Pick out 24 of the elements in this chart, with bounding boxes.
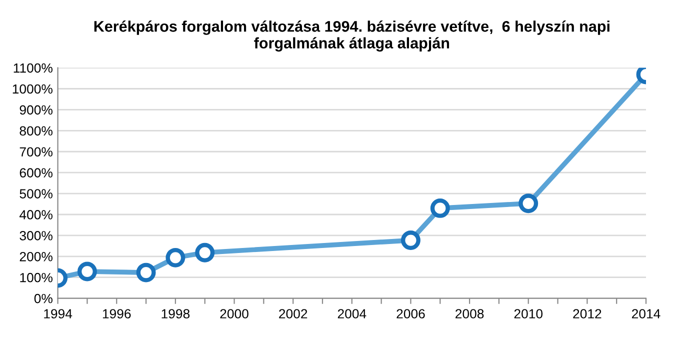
x-tick-label: 1998 — [162, 309, 190, 318]
y-tick-label: 700% — [20, 147, 52, 157]
y-tick-label: 300% — [20, 231, 52, 240]
chart-title: Kerékpáros forgalom változása 1994. bázisévre vetítve, 6 helyszín napi forgalmának átlaga alapján — [94, 20, 610, 52]
y-tick-label: 800% — [20, 126, 52, 136]
x-tick-label: 2002 — [279, 309, 308, 318]
x-tick-label: 2014 — [632, 309, 660, 318]
y-tick-label: 400% — [19, 210, 52, 220]
x-tick-label: 2008 — [456, 309, 484, 318]
y-tick-label: 500% — [20, 189, 52, 198]
x-tick-label: 1996 — [102, 309, 131, 318]
y-tick-label: 1100% — [14, 63, 52, 73]
x-tick-label: 2012 — [573, 309, 602, 318]
y-tick-label: 1000% — [12, 84, 52, 94]
x-tick-label: 2006 — [396, 309, 425, 318]
y-tick-label: 900% — [20, 105, 52, 115]
x-tick-label: 1994 — [44, 309, 72, 318]
y-tick-label: 100% — [20, 272, 52, 282]
y-tick-label: 0% — [34, 294, 52, 304]
y-tick-label: 200% — [20, 252, 52, 262]
y-tick-label: 600% — [20, 168, 52, 178]
x-tick-label: 2000 — [220, 309, 248, 318]
x-tick-label: 2010 — [514, 309, 543, 318]
x-tick-label: 2004 — [338, 309, 366, 318]
